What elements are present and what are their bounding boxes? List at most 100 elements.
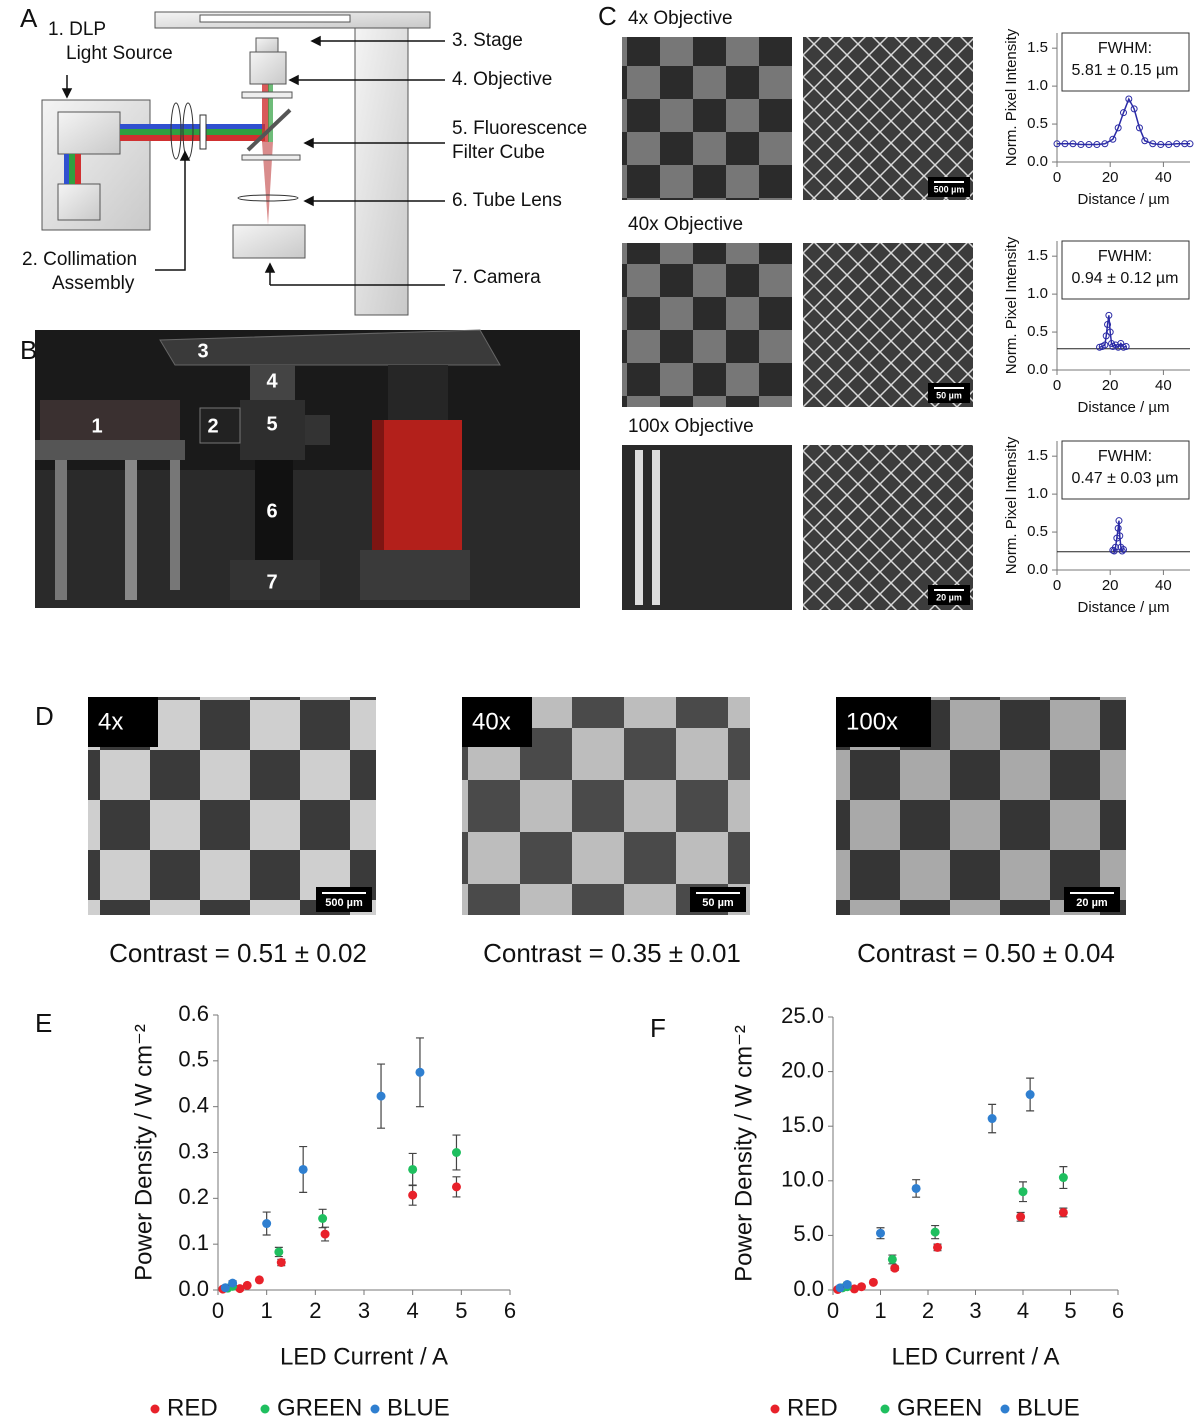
data-point (1026, 1090, 1035, 1099)
panel-label: D (35, 701, 54, 731)
data-point (933, 1243, 942, 1252)
x-tick-label: 3 (358, 1298, 370, 1323)
y-tick-label: 0.4 (178, 1092, 209, 1117)
y-tick-label: 1.5 (1027, 247, 1048, 264)
scale-label: 500 µm (325, 897, 363, 909)
y-tick-label: 1.0 (1027, 77, 1048, 94)
x-tick-label: 6 (504, 1298, 516, 1323)
y-tick-label: 15.0 (781, 1112, 824, 1137)
data-point (876, 1229, 885, 1238)
data-point (408, 1191, 417, 1200)
x-tick-label: 0 (827, 1298, 839, 1323)
diagram-label: Filter Cube (452, 142, 545, 163)
annotation: FWHM: (1098, 40, 1152, 57)
x-tick-label: 2 (309, 1298, 321, 1323)
image-label: 100x (846, 708, 898, 735)
x-tick-label: 20 (1102, 377, 1119, 394)
photo-label: 3 (197, 340, 208, 362)
legend-label: GREEN (277, 1394, 362, 1421)
y-tick-label: 0.5 (1027, 115, 1048, 132)
y-axis-label: Norm. Pixel Intensity (1003, 436, 1020, 574)
photo-label: 1 (91, 415, 102, 437)
scale-label: 20 µm (936, 592, 962, 602)
x-axis-label: LED Current / A (280, 1343, 448, 1370)
contrast-text: Contrast = 0.35 ± 0.01 (483, 938, 741, 968)
scale-label: 50 µm (702, 897, 734, 909)
x-tick-label: 4 (1017, 1298, 1029, 1323)
x-axis-label: Distance / µm (1078, 399, 1170, 416)
x-tick-label: 40 (1155, 577, 1172, 594)
diagram-label: 3. Stage (452, 30, 523, 51)
x-tick-label: 0 (1053, 169, 1061, 186)
y-tick-label: 1.0 (1027, 285, 1048, 302)
data-point (299, 1165, 308, 1174)
contrast-text: Contrast = 0.51 ± 0.02 (109, 938, 367, 968)
y-tick-label: 1.5 (1027, 39, 1048, 56)
data-point (888, 1255, 897, 1264)
checkerboards (88, 697, 1126, 915)
y-tick-label: 0.0 (1027, 361, 1048, 378)
data-line (1057, 99, 1190, 145)
x-tick-label: 20 (1102, 577, 1119, 594)
x-tick-label: 5 (1064, 1298, 1076, 1323)
scale-label: 20 µm (1076, 897, 1108, 909)
panel-label: F (650, 1013, 666, 1043)
annotation: 5.81 ± 0.15 µm (1072, 62, 1179, 79)
legend-label: BLUE (387, 1394, 450, 1421)
panel-label: E (35, 1008, 52, 1038)
legend-swatch (261, 1405, 270, 1414)
panel-label: C (598, 1, 617, 31)
figure: ABCDEF1. DLPLight Source2. CollimationAs… (0, 0, 1198, 1422)
photo (35, 330, 580, 608)
photo-label: 4 (266, 370, 278, 392)
micrographs (622, 37, 973, 610)
y-tick-label: 10.0 (781, 1167, 824, 1192)
diagram-label: 1. DLP (48, 19, 106, 40)
diagram-label: 5. Fluorescence (452, 118, 587, 139)
y-axis-label: Norm. Pixel Intensity (1003, 236, 1020, 374)
data-point (274, 1247, 283, 1256)
x-axis-label: Distance / µm (1078, 599, 1170, 616)
legend-swatch (151, 1405, 160, 1414)
annotation: FWHM: (1098, 248, 1152, 265)
data-point (931, 1228, 940, 1237)
legend-swatch (371, 1405, 380, 1414)
data-point (377, 1092, 386, 1101)
y-tick-label: 0.0 (1027, 153, 1048, 170)
y-tick-label: 0.5 (1027, 323, 1048, 340)
y-axis-label: Norm. Pixel Intensity (1003, 28, 1020, 166)
data-point (1019, 1187, 1028, 1196)
y-tick-label: 20.0 (781, 1057, 824, 1082)
photo-label: 5 (266, 413, 277, 435)
data-point (452, 1182, 461, 1191)
data-point (912, 1184, 921, 1193)
data-point (1059, 1208, 1068, 1217)
data-point (228, 1279, 237, 1288)
y-tick-label: 0.0 (1027, 561, 1048, 578)
annotation: 0.47 ± 0.03 µm (1072, 470, 1179, 487)
x-tick-label: 3 (969, 1298, 981, 1323)
image-label: 40x (472, 708, 511, 735)
legend-label: GREEN (897, 1394, 982, 1421)
y-tick-label: 1.5 (1027, 447, 1048, 464)
y-axis-label: Power Density / W cm⁻² (130, 1024, 157, 1281)
data-point (408, 1165, 417, 1174)
data-point (321, 1230, 330, 1239)
y-tick-label: 5.0 (793, 1221, 824, 1246)
x-tick-label: 20 (1102, 169, 1119, 186)
diagram-label: Assembly (52, 273, 135, 294)
x-axis-label: LED Current / A (891, 1343, 1059, 1370)
legend-label: RED (167, 1394, 218, 1421)
panel-label: A (20, 3, 38, 33)
row-title: 40x Objective (628, 214, 743, 235)
data-point (262, 1219, 271, 1228)
legend-swatch (1001, 1405, 1010, 1414)
y-tick-label: 25.0 (781, 1003, 824, 1028)
data-point (869, 1278, 878, 1287)
annotation: FWHM: (1098, 448, 1152, 465)
data-point (243, 1281, 252, 1290)
data-point (988, 1114, 997, 1123)
legend-label: BLUE (1017, 1394, 1080, 1421)
photo-label: 7 (266, 571, 277, 593)
row-title: 100x Objective (628, 416, 754, 437)
